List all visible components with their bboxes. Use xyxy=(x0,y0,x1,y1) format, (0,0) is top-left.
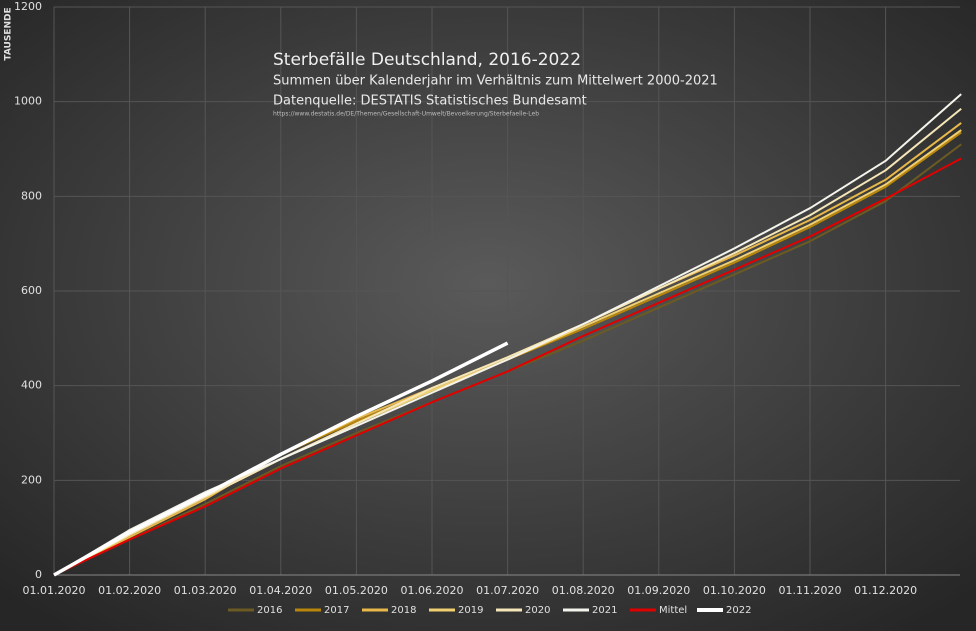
x-tick-label: 01.08.2020 xyxy=(552,584,615,597)
y-axis-label: TAUSENDE xyxy=(4,7,14,60)
y-tick-label: 0 xyxy=(35,568,42,581)
series-line xyxy=(53,107,962,576)
legend-label: 2017 xyxy=(324,605,349,616)
legend-label: 2020 xyxy=(525,605,550,616)
series-line xyxy=(53,157,962,576)
x-tick-label: 01.10.2020 xyxy=(703,584,766,597)
x-tick-label: 01.04.2020 xyxy=(249,584,312,597)
y-tick-label: 800 xyxy=(21,189,42,202)
series-line xyxy=(53,93,962,576)
legend-label: 2021 xyxy=(592,605,617,616)
x-tick-label: 01.11.2020 xyxy=(779,584,842,597)
legend-label: 2018 xyxy=(391,605,416,616)
x-tick-label: 01.12.2020 xyxy=(854,584,917,597)
y-tick-label: 600 xyxy=(21,284,42,297)
x-tick-label: 01.01.2020 xyxy=(23,584,86,597)
x-tick-label: 01.03.2020 xyxy=(174,584,237,597)
legend-label: 2019 xyxy=(458,605,483,616)
url: https://www.destatis.de/DE/Themen/Gesell… xyxy=(273,111,539,118)
legend-label: 2016 xyxy=(257,605,282,616)
source: Datenquelle: DESTATIS Statistisches Bund… xyxy=(273,94,587,109)
x-tick-label: 01.07.2020 xyxy=(476,584,539,597)
legend-label: 2022 xyxy=(726,605,751,616)
x-tick-label: 01.02.2020 xyxy=(98,584,161,597)
chart-subtitle: Summen über Kalenderjahr im Verhältnis z… xyxy=(273,74,718,89)
chart-title: Sterbefälle Deutschland, 2016-2022 xyxy=(273,50,581,70)
y-tick-label: 400 xyxy=(21,379,42,392)
y-tick-label: 200 xyxy=(21,473,42,486)
x-tick-label: 01.05.2020 xyxy=(325,584,388,597)
y-tick-label: 1200 xyxy=(14,0,42,13)
y-tick-label: 1000 xyxy=(14,95,42,108)
x-tick-label: 01.09.2020 xyxy=(627,584,690,597)
x-tick-label: 01.06.2020 xyxy=(401,584,464,597)
series-line xyxy=(53,341,509,577)
legend-label: Mittel xyxy=(659,605,687,616)
